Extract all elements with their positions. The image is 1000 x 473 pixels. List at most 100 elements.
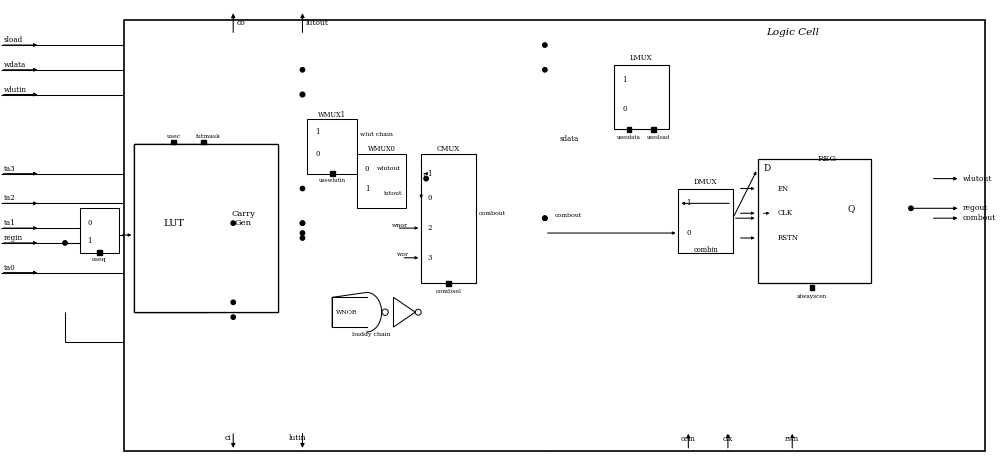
- Text: WMUX0: WMUX0: [368, 145, 396, 153]
- Text: sload: sload: [4, 36, 23, 44]
- Bar: [134, 144, 278, 312]
- Circle shape: [543, 43, 547, 47]
- Circle shape: [909, 206, 913, 210]
- Circle shape: [300, 186, 305, 191]
- Text: 0: 0: [365, 165, 369, 173]
- Text: LUT: LUT: [163, 219, 184, 228]
- Text: combsel: combsel: [435, 289, 461, 294]
- Text: sdata: sdata: [560, 135, 579, 143]
- Text: usesdata: usesdata: [617, 134, 641, 140]
- Text: combout: combout: [555, 213, 582, 218]
- Text: 3: 3: [427, 254, 432, 262]
- Text: wor: wor: [396, 252, 408, 257]
- Text: Carry
Gen: Carry Gen: [231, 210, 255, 227]
- Circle shape: [231, 221, 235, 225]
- Text: useq: useq: [92, 257, 107, 262]
- Text: wlutout: wlutout: [377, 166, 401, 171]
- Bar: [678, 189, 733, 253]
- Text: 0: 0: [686, 229, 691, 237]
- Text: 1: 1: [622, 76, 627, 84]
- Text: combout: combout: [962, 214, 996, 222]
- Text: CLK: CLK: [777, 209, 793, 217]
- Text: usewlutin: usewlutin: [319, 178, 346, 183]
- Circle shape: [300, 221, 305, 225]
- Text: regout: regout: [962, 204, 988, 212]
- Text: usesload: usesload: [647, 134, 670, 140]
- Text: ta3: ta3: [4, 165, 15, 173]
- Text: 0: 0: [622, 105, 627, 114]
- Bar: [134, 144, 208, 312]
- Bar: [627, 127, 631, 131]
- Text: 2: 2: [427, 224, 432, 232]
- Circle shape: [63, 241, 67, 245]
- Bar: [758, 159, 871, 282]
- Text: 1: 1: [427, 170, 432, 178]
- Bar: [810, 285, 814, 290]
- Text: 1: 1: [686, 199, 691, 207]
- Bar: [80, 208, 119, 253]
- Bar: [651, 127, 656, 131]
- Text: 1: 1: [315, 128, 320, 136]
- Text: ta0: ta0: [4, 263, 15, 272]
- Text: 1: 1: [87, 237, 92, 245]
- Text: rstn: rstn: [785, 435, 799, 443]
- Circle shape: [543, 216, 547, 220]
- Text: usec: usec: [167, 133, 181, 139]
- Bar: [201, 140, 206, 144]
- Text: WMUX1: WMUX1: [318, 111, 346, 119]
- Bar: [446, 281, 451, 286]
- Bar: [124, 20, 985, 451]
- Bar: [134, 144, 278, 312]
- Text: lutout: lutout: [384, 191, 402, 196]
- Text: D: D: [764, 164, 771, 173]
- Bar: [330, 171, 335, 176]
- Text: REG: REG: [817, 155, 836, 163]
- Text: combin: combin: [693, 246, 718, 254]
- Text: cem: cem: [681, 435, 696, 443]
- Text: wlutin: wlutin: [4, 86, 27, 94]
- Text: co: co: [236, 19, 245, 27]
- Circle shape: [543, 68, 547, 72]
- Text: alwayscen: alwayscen: [797, 294, 827, 299]
- Text: Q: Q: [848, 204, 855, 213]
- Text: ta1: ta1: [4, 219, 16, 227]
- Text: DMUX: DMUX: [694, 177, 717, 185]
- Text: 0: 0: [427, 194, 432, 202]
- Text: lutin: lutin: [289, 434, 306, 442]
- Circle shape: [300, 92, 305, 96]
- Circle shape: [300, 236, 305, 240]
- Text: lutmask: lutmask: [196, 133, 221, 139]
- Text: combout: combout: [479, 211, 506, 216]
- Bar: [421, 154, 476, 282]
- Text: ci: ci: [225, 434, 232, 442]
- Text: EN: EN: [777, 184, 789, 193]
- Text: RSTN: RSTN: [777, 234, 798, 242]
- Text: ta2: ta2: [4, 194, 15, 202]
- Text: lutout: lutout: [305, 19, 328, 27]
- Text: CMUX: CMUX: [437, 145, 460, 153]
- Bar: [307, 119, 357, 174]
- Bar: [97, 250, 102, 255]
- Circle shape: [231, 315, 235, 319]
- Circle shape: [543, 216, 547, 220]
- Text: LMUX: LMUX: [630, 54, 653, 62]
- Bar: [357, 154, 406, 208]
- Text: 0: 0: [87, 219, 92, 227]
- Circle shape: [424, 176, 428, 181]
- Text: regin: regin: [4, 234, 23, 242]
- Text: 1: 1: [365, 184, 369, 193]
- Text: wnor: wnor: [392, 223, 408, 228]
- Text: wlut chain: wlut chain: [360, 131, 393, 137]
- Bar: [614, 65, 669, 129]
- Text: 0: 0: [315, 150, 320, 158]
- Text: WNOR: WNOR: [336, 310, 358, 315]
- Text: Logic Cell: Logic Cell: [766, 28, 819, 37]
- Circle shape: [300, 92, 305, 96]
- Text: wdata: wdata: [4, 61, 26, 69]
- Circle shape: [300, 221, 305, 225]
- Polygon shape: [332, 292, 382, 332]
- Bar: [171, 140, 176, 144]
- Text: clk: clk: [723, 435, 733, 443]
- Text: wlutout: wlutout: [962, 175, 992, 183]
- Polygon shape: [393, 298, 415, 327]
